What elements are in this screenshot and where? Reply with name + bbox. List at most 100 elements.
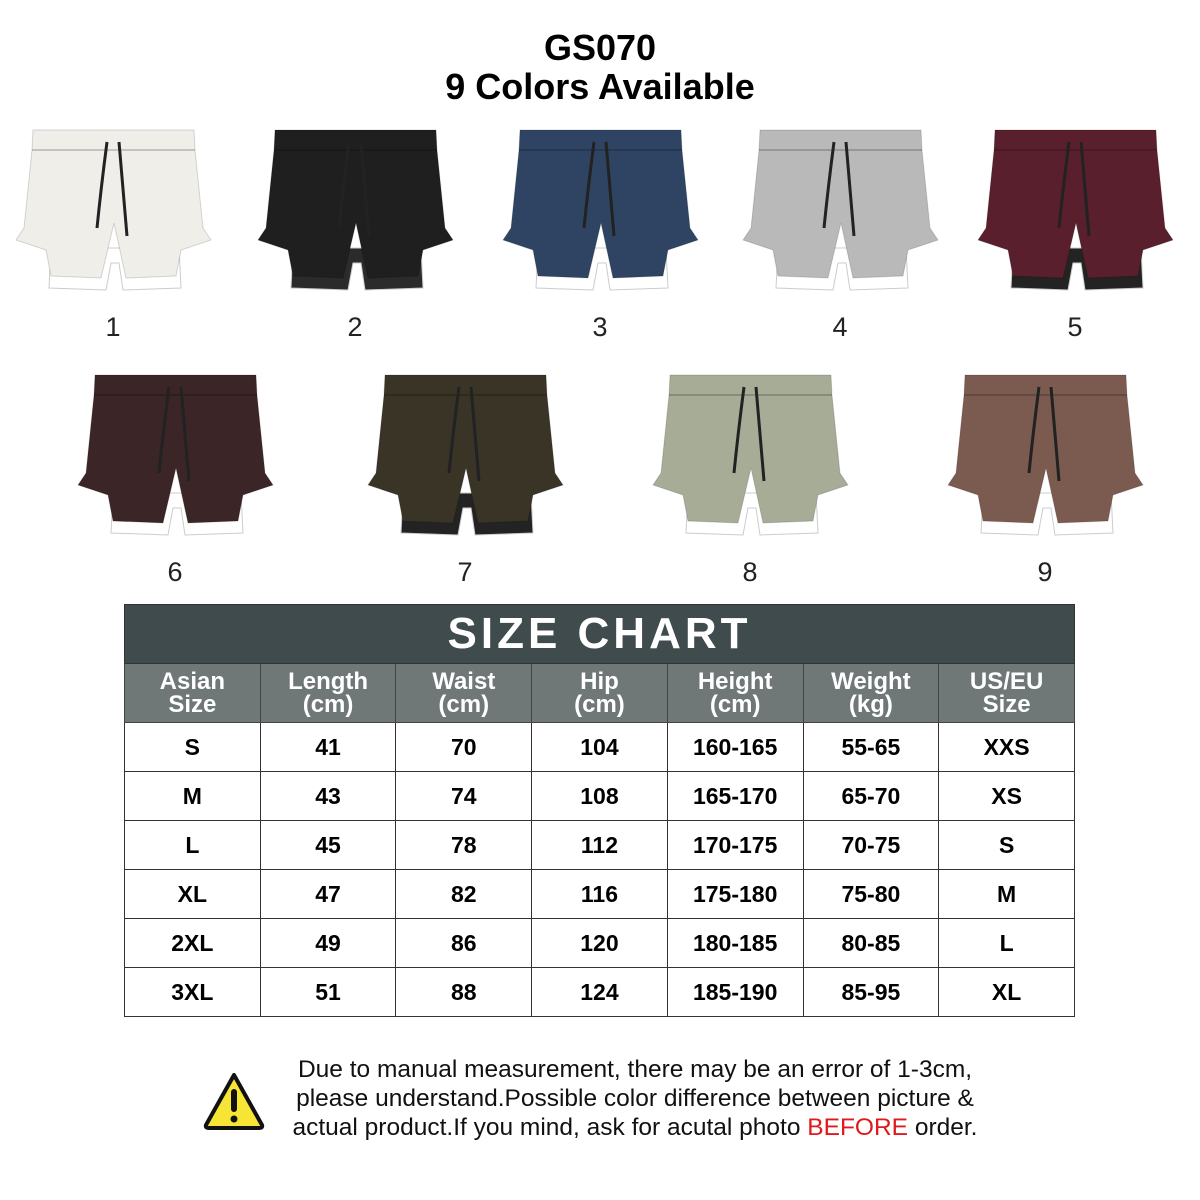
color-number: 1 <box>105 312 121 342</box>
table-cell: L <box>124 820 261 870</box>
color-number: 4 <box>832 312 848 342</box>
table-row: 3XL 51 88 124 185-190 85-95 XL <box>124 967 1075 1017</box>
table-cell: 3XL <box>124 967 261 1017</box>
measurement-notice: Due to manual measurement, there may be … <box>270 1055 1000 1142</box>
column-header-line: Size <box>982 691 1031 718</box>
notice-line-1: Due to manual measurement, there may be … <box>297 1056 973 1083</box>
table-cell: 116 <box>531 869 668 919</box>
color-variant[interactable]: 7 <box>355 373 575 588</box>
color-number: 3 <box>592 312 608 342</box>
table-row: S 41 70 104 160-165 55-65 XXS <box>124 722 1075 772</box>
color-number: 5 <box>1067 312 1083 342</box>
color-variant[interactable]: 6 <box>65 373 285 588</box>
table-cell: 80-85 <box>802 918 940 968</box>
table-cell: L <box>938 918 1075 968</box>
column-header-line: Asian <box>159 668 226 695</box>
column-header-line: Height <box>697 668 773 695</box>
color-variant[interactable]: 8 <box>640 373 860 588</box>
color-number: 6 <box>167 557 183 587</box>
table-cell: 51 <box>259 967 397 1017</box>
table-cell: 70 <box>395 722 533 772</box>
color-variant[interactable]: 1 <box>3 128 223 343</box>
table-cell: 104 <box>531 722 668 772</box>
table-cell: 185-190 <box>666 967 804 1017</box>
table-cell: 55-65 <box>802 722 940 772</box>
table-cell: 43 <box>259 771 397 821</box>
table-row: 2XL 49 86 120 180-185 80-85 L <box>124 918 1075 968</box>
column-header-line: Length <box>288 668 369 695</box>
table-cell: 65-70 <box>802 771 940 821</box>
column-header: Height (cm) <box>666 663 804 723</box>
shorts-image <box>651 374 849 536</box>
column-header-line: (cm) <box>302 691 354 718</box>
column-header-line: (cm) <box>438 691 490 718</box>
color-number: 2 <box>347 312 363 342</box>
notice-text: actual product.If you mind, ask for acut… <box>292 1114 808 1141</box>
color-variant[interactable]: 3 <box>490 128 710 343</box>
table-cell: S <box>124 722 261 772</box>
table-cell: 175-180 <box>666 869 804 919</box>
table-cell: 160-165 <box>666 722 804 772</box>
table-cell: M <box>938 869 1075 919</box>
column-header-line: Size <box>168 691 217 718</box>
size-chart-table: SIZE CHART Asian Size Length (cm) Waist (cm) H… <box>124 604 1075 1017</box>
table-cell: 180-185 <box>666 918 804 968</box>
table-cell: 70-75 <box>802 820 940 870</box>
table-cell: 78 <box>395 820 533 870</box>
column-header: Waist (cm) <box>395 663 533 723</box>
color-variant[interactable]: 2 <box>245 128 465 343</box>
table-cell: 74 <box>395 771 533 821</box>
table-cell: 41 <box>259 722 397 772</box>
table-row: XL 47 82 116 175-180 75-80 M <box>124 869 1075 919</box>
table-cell: 108 <box>531 771 668 821</box>
table-cell: 120 <box>531 918 668 968</box>
table-row: L 45 78 112 170-175 70-75 S <box>124 820 1075 870</box>
column-header-line: Weight <box>831 668 911 695</box>
table-cell: S <box>938 820 1075 870</box>
table-cell: 112 <box>531 820 668 870</box>
size-chart-title: SIZE CHART <box>124 604 1075 664</box>
table-cell: 124 <box>531 967 668 1017</box>
table-cell: 82 <box>395 869 533 919</box>
table-cell: XS <box>938 771 1075 821</box>
table-cell: XXS <box>938 722 1075 772</box>
color-variant[interactable]: 5 <box>965 128 1185 343</box>
table-cell: 45 <box>259 820 397 870</box>
table-cell: 47 <box>259 869 397 919</box>
table-cell: M <box>124 771 261 821</box>
table-row: M 43 74 108 165-170 65-70 XS <box>124 771 1075 821</box>
color-variant[interactable]: 9 <box>935 373 1155 588</box>
column-header-line: US/EU <box>969 668 1044 695</box>
table-cell: XL <box>938 967 1075 1017</box>
table-cell: 86 <box>395 918 533 968</box>
column-header-line: (cm) <box>709 691 761 718</box>
color-number: 7 <box>457 557 473 587</box>
column-header-line: (cm) <box>574 691 625 718</box>
column-header: Asian Size <box>124 663 261 723</box>
column-header: Hip (cm) <box>531 663 668 723</box>
color-number: 9 <box>1037 557 1053 587</box>
notice-line-2: please understand.Possible color differe… <box>296 1085 974 1112</box>
column-header-line: Waist <box>432 668 496 695</box>
shorts-image <box>501 129 699 291</box>
table-cell: 2XL <box>124 918 261 968</box>
shorts-image <box>946 374 1144 536</box>
color-variant[interactable]: 4 <box>730 128 950 343</box>
model-title: GS070 <box>543 27 657 68</box>
shorts-image <box>256 129 454 291</box>
notice-line-3: actual product.If you mind, ask for acut… <box>270 1113 1000 1142</box>
colors-subtitle: 9 Colors Available <box>445 66 755 107</box>
shorts-image <box>741 129 939 291</box>
table-cell: 88 <box>395 967 533 1017</box>
notice-text: order. <box>908 1114 978 1141</box>
notice-highlight: BEFORE <box>807 1114 909 1141</box>
column-header-line: Hip <box>580 668 619 695</box>
table-cell: XL <box>124 869 261 919</box>
table-cell: 170-175 <box>666 820 804 870</box>
column-header: Weight (kg) <box>802 663 940 723</box>
color-number: 8 <box>742 557 758 587</box>
column-header: Length (cm) <box>259 663 397 723</box>
column-header-line: (kg) <box>848 691 893 718</box>
shorts-image <box>14 129 212 291</box>
shorts-image <box>976 129 1174 291</box>
